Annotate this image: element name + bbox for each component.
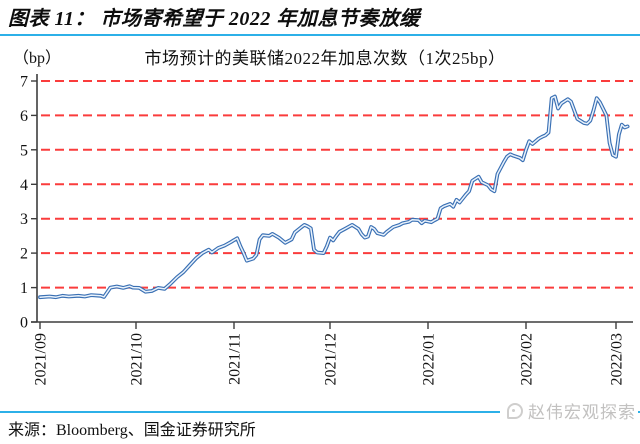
svg-text:2021/09: 2021/09	[33, 333, 50, 385]
y-unit-label: （bp）	[13, 50, 62, 67]
svg-text:0: 0	[20, 315, 28, 332]
svg-text:6: 6	[20, 108, 28, 125]
y-tick-labels: 0 1 2 3 4 5 6 7	[20, 74, 28, 332]
source-note: 来源：Bloomberg、国金证券研究所	[8, 422, 256, 439]
svg-text:3: 3	[20, 211, 28, 228]
axes	[31, 74, 633, 329]
svg-text:2: 2	[20, 246, 28, 263]
gridlines	[41, 80, 633, 289]
svg-text:2022/03: 2022/03	[609, 333, 626, 385]
svg-text:4: 4	[20, 177, 28, 194]
logo-icon	[507, 402, 523, 419]
svg-text:2022/02: 2022/02	[519, 333, 536, 385]
watermark-label: 赵伟宏观探索	[528, 403, 636, 422]
watermark: 赵伟宏观探索	[500, 399, 638, 422]
svg-text:2022/01: 2022/01	[421, 333, 438, 385]
chart-title: 市场预计的美联储2022年加息次数（1次25bp）	[144, 49, 506, 68]
svg-text:2021/10: 2021/10	[129, 333, 146, 385]
bottom-divider	[0, 411, 640, 413]
svg-text:2021/12: 2021/12	[323, 333, 340, 385]
figure-title: 图表 11： 市场寄希望于 2022 年加息节奏放缓	[8, 8, 420, 30]
svg-text:2021/11: 2021/11	[227, 333, 244, 385]
top-divider	[0, 34, 640, 36]
svg-text:1: 1	[20, 280, 28, 297]
svg-text:5: 5	[20, 142, 28, 159]
x-tick-labels: 2021/09 2021/10 2021/11 2021/12 2022/01 2022/…	[33, 333, 626, 385]
svg-text:7: 7	[20, 74, 28, 91]
data-line	[38, 94, 630, 300]
